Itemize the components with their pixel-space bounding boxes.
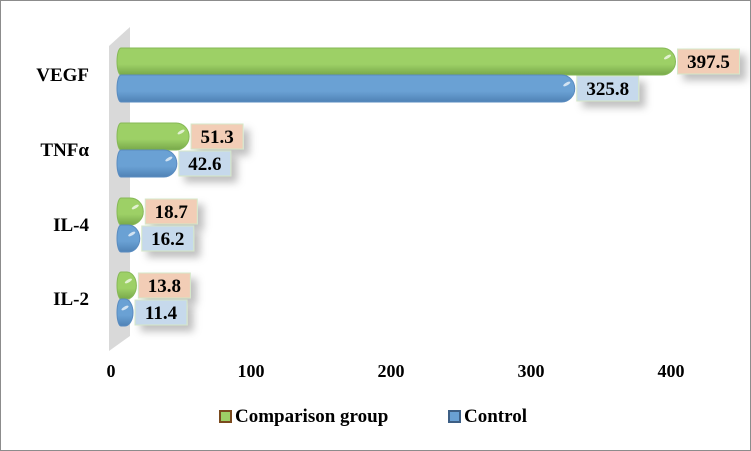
bar-highlight: [563, 81, 571, 87]
category-label-IL-4: IL-4: [53, 215, 89, 236]
bar-comparison-group-VEGF: [116, 47, 676, 76]
x-tick-label-100: 100: [238, 361, 265, 381]
legend-label-1: Control: [464, 406, 527, 427]
bar-highlight: [128, 231, 136, 237]
bar-highlight: [165, 156, 173, 162]
bar-comparison-group-TNFα: [116, 122, 190, 151]
bar-highlight: [131, 204, 139, 210]
data-label: 51.3: [200, 127, 233, 148]
data-label: 13.8: [148, 276, 181, 297]
legend-swatch-0: [219, 410, 232, 423]
data-label-bg: [576, 75, 640, 102]
legend-swatch-1: [448, 410, 461, 423]
bar-highlight: [177, 129, 185, 135]
data-label: 18.7: [155, 202, 189, 223]
x-tick-label-0: 0: [107, 361, 116, 381]
data-label-bg: [676, 48, 740, 75]
bar-control-IL-2: [116, 298, 134, 327]
bar-highlight: [663, 54, 672, 60]
category-label-TNFα: TNFα: [40, 140, 89, 161]
data-label: 42.6: [188, 154, 221, 175]
data-label-bg: [144, 198, 198, 225]
category-label-IL-2: IL-2: [53, 289, 89, 310]
data-label: 16.2: [151, 229, 184, 250]
legend-label-0: Comparison group: [235, 406, 388, 427]
category-label-VEGF: VEGF: [36, 65, 89, 86]
bar-control-TNFα: [116, 149, 178, 178]
bar-highlight: [121, 305, 129, 311]
data-label-bg: [134, 299, 188, 326]
data-label-bg: [190, 123, 244, 150]
bar-comparison-group-IL-2: [116, 271, 137, 300]
data-label-bg: [137, 272, 191, 299]
chart-back-wall: [109, 27, 130, 351]
x-tick-label-400: 400: [658, 361, 685, 381]
data-label: 11.4: [145, 303, 178, 324]
x-tick-label-300: 300: [518, 361, 545, 381]
bar-highlight: [124, 278, 132, 284]
x-tick-label-200: 200: [378, 361, 405, 381]
bar-control-IL-4: [116, 224, 141, 253]
bar-control-VEGF: [116, 74, 576, 103]
data-label-bg: [141, 225, 195, 252]
data-label: 325.8: [586, 79, 629, 100]
data-label: 397.5: [687, 52, 730, 73]
bar-comparison-group-IL-4: [116, 197, 144, 226]
data-label-bg: [178, 150, 232, 177]
